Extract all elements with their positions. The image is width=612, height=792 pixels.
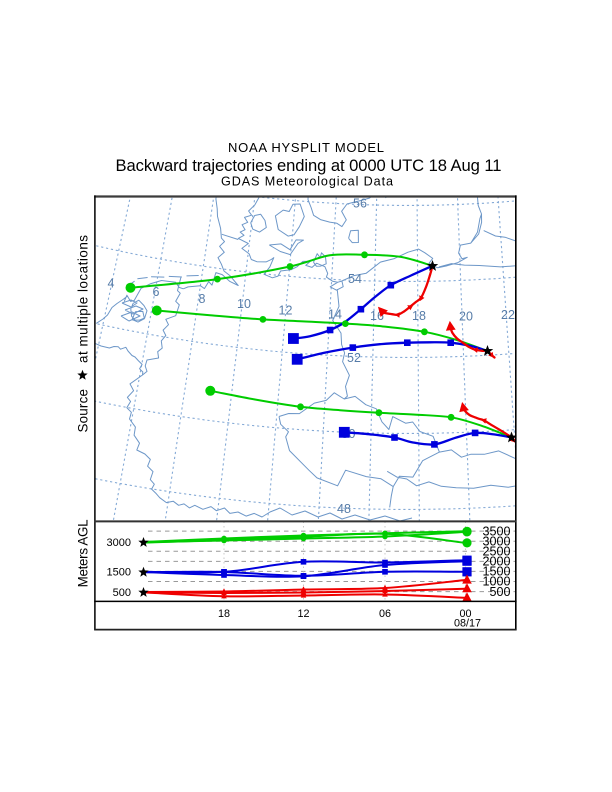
svg-text:500: 500 <box>489 585 510 599</box>
svg-text:Backward trajectories ending a: Backward trajectories ending at 0000 UTC… <box>116 156 502 175</box>
svg-text:48: 48 <box>337 502 351 516</box>
svg-text:Meters AGL: Meters AGL <box>76 519 91 587</box>
svg-text:3000: 3000 <box>482 534 510 548</box>
svg-text:500: 500 <box>113 587 131 599</box>
svg-text:12: 12 <box>279 303 293 317</box>
svg-text:GDAS Meteorological Data: GDAS Meteorological Data <box>221 174 393 188</box>
svg-text:06: 06 <box>379 608 391 620</box>
svg-text:56: 56 <box>353 197 367 211</box>
svg-text:54: 54 <box>348 272 362 286</box>
svg-text:Source: Source <box>76 389 91 433</box>
svg-text:00: 00 <box>459 608 471 620</box>
svg-text:at multiple locations: at multiple locations <box>76 235 91 363</box>
svg-text:3000: 3000 <box>107 537 131 549</box>
svg-text:10: 10 <box>237 297 251 311</box>
svg-text:1500: 1500 <box>107 567 131 579</box>
svg-text:NOAA HYSPLIT MODEL: NOAA HYSPLIT MODEL <box>228 140 384 155</box>
svg-text:20: 20 <box>459 310 473 324</box>
svg-text:52: 52 <box>347 351 361 365</box>
svg-text:18: 18 <box>218 608 230 620</box>
svg-text:6: 6 <box>153 285 160 299</box>
svg-text:12: 12 <box>297 608 309 620</box>
svg-text:2500: 2500 <box>482 545 510 559</box>
svg-text:08/17: 08/17 <box>454 618 481 630</box>
svg-text:3500: 3500 <box>482 524 510 538</box>
svg-text:14: 14 <box>328 307 342 321</box>
svg-text:1500: 1500 <box>482 565 510 579</box>
svg-text:2000: 2000 <box>482 555 510 569</box>
svg-text:22: 22 <box>501 308 515 322</box>
svg-text:8: 8 <box>199 292 206 306</box>
svg-text:1000: 1000 <box>482 575 510 589</box>
svg-text:18: 18 <box>412 309 426 323</box>
svg-text:4: 4 <box>108 276 115 290</box>
